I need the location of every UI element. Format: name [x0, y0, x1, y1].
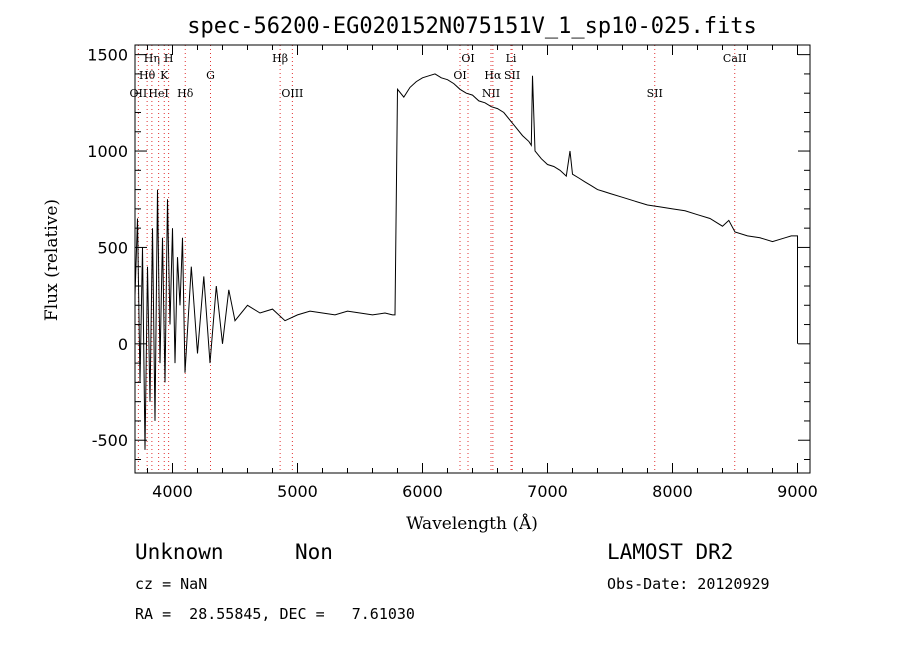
obs-date-label: Obs-Date: 20120929 [607, 575, 770, 593]
y-tick-label: -500 [92, 431, 128, 450]
y-tick-label: 0 [118, 335, 128, 354]
spectrum-series-0 [134, 73, 798, 450]
line-marker-label: Li [506, 52, 517, 65]
line-marker-label: Hθ [139, 69, 156, 82]
line-marker-label: SII [647, 87, 663, 100]
x-tick-label: 9000 [777, 482, 818, 501]
line-marker-label: CaII [723, 52, 747, 65]
line-marker-label: HeI [148, 87, 168, 100]
line-marker-label: SII [504, 69, 520, 82]
x-axis-label: Wavelength (Å) [406, 513, 538, 534]
line-marker-label: NII [482, 87, 500, 100]
x-tick-label: 8000 [652, 482, 693, 501]
coordinates-label: RA = 28.55845, DEC = 7.61030 [135, 605, 415, 623]
line-marker-label: OI [461, 52, 474, 65]
line-marker-label: K [160, 69, 169, 82]
line-marker-label: Hα [484, 69, 502, 82]
line-marker-label: H [164, 52, 174, 65]
y-tick-label: 500 [97, 238, 128, 257]
line-marker-label: G [206, 69, 215, 82]
chart-title: spec-56200-EG020152N075151V_1_sp10-025.f… [187, 14, 757, 39]
line-marker-label: Hβ [272, 52, 288, 65]
subclass-label: Non [295, 540, 333, 564]
line-marker-label: Hη [144, 52, 160, 65]
plot-frame [134, 44, 811, 474]
x-tick-label: 6000 [402, 482, 443, 501]
x-tick-label: 7000 [527, 482, 568, 501]
spectral-line-markers: OIIHθHηHeIKHHδGHβOIIIOIOINIIHαLiSIISIICa… [130, 45, 747, 473]
class-label: Unknown [135, 540, 224, 564]
series-layer [134, 73, 798, 450]
x-tick-label: 5000 [277, 482, 318, 501]
survey-label: LAMOST DR2 [607, 540, 734, 564]
line-marker-label: OIII [281, 87, 303, 100]
redshift-label: cz = NaN [135, 575, 208, 593]
y-axis-label: Flux (relative) [42, 199, 62, 321]
axes: 4000 5000 6000 7000 8000 9000 -500 0 500 1000 1500 [87, 44, 818, 501]
line-marker-label: Hδ [177, 87, 194, 100]
line-marker-label: OI [453, 69, 466, 82]
y-tick-label: 1000 [87, 142, 128, 161]
x-tick-label: 4000 [152, 482, 193, 501]
y-tick-label: 1500 [87, 46, 128, 65]
